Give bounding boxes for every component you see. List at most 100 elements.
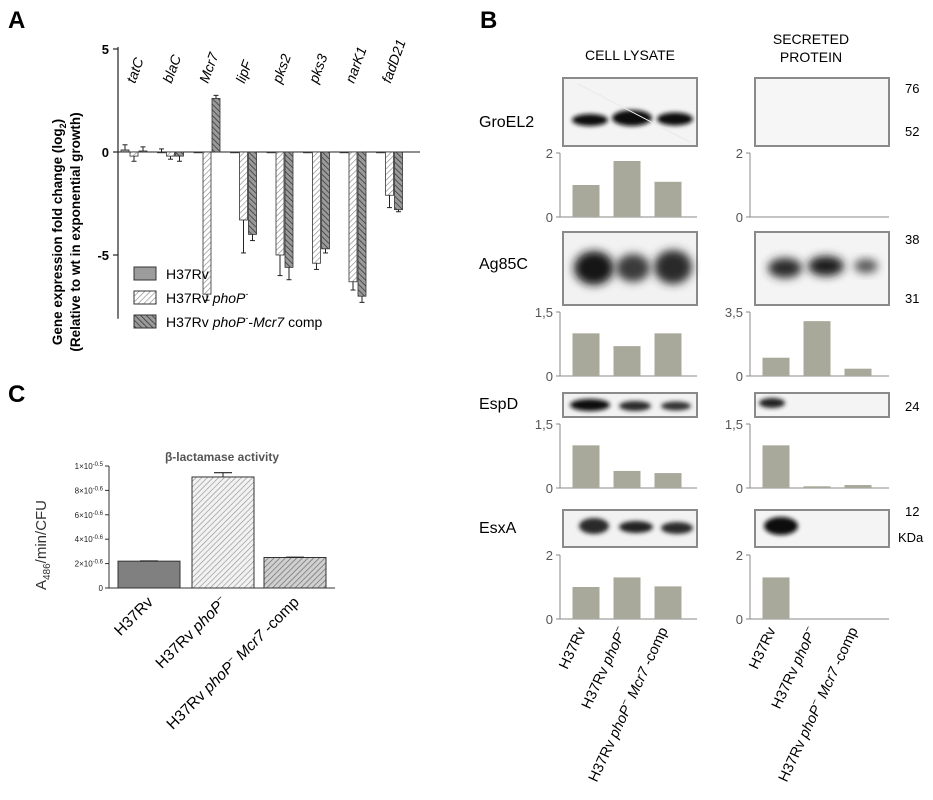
quant-ytick-label: 0 — [736, 369, 743, 384]
quant-ytick-label: 0 — [546, 210, 553, 225]
panel-b-x-label: H37Rv phoP− Mcr7 -comp — [584, 624, 672, 784]
blot-esxa-secreted — [754, 509, 890, 548]
quant-ytick-label: 0 — [546, 369, 553, 384]
legend-label-h37rv: H37Rv — [166, 266, 209, 282]
quant-bar — [572, 587, 600, 619]
panel-c-x-label: H37Rv phoP− — [152, 593, 231, 672]
quant-bar — [572, 185, 600, 217]
quant-ytick-label: 2 — [546, 548, 553, 563]
panel-a-category-label: fadD21 — [378, 37, 408, 85]
panel-a-bar — [120, 149, 130, 153]
panel-c-ytick-label: 2×10-0.6 — [75, 560, 104, 569]
panel-a-bar — [157, 151, 166, 154]
legend-label-comp: H37Rv phoP--Mcr7 comp — [166, 313, 323, 330]
quant-bar — [613, 577, 641, 619]
protein-label-esxa: EsxA — [479, 520, 517, 537]
panel-a-bar — [248, 151, 257, 235]
legend-swatch-comp — [133, 314, 157, 329]
quant-ytick-label: 1,5 — [535, 417, 553, 432]
quant-bar — [654, 333, 682, 376]
panel-a-bar — [284, 151, 294, 268]
blot-groel2-secreted — [754, 77, 890, 147]
legend-label-phop: H37Rv phoP- — [166, 289, 248, 306]
panel-a-bar — [166, 151, 175, 157]
quant-bar — [613, 470, 641, 488]
panel-c-ytick-label: 0 — [99, 584, 104, 593]
protein-label-espd: EspD — [479, 396, 518, 413]
panel-a-bar — [275, 151, 285, 256]
panel-letter-a: A — [8, 7, 25, 34]
quant-bar — [803, 321, 831, 376]
quant-ytick-label: 2 — [736, 548, 743, 563]
panel-a-chart: 5 0 -5 tatC blaC Mcr7 lipF pks2 pks3 narK1 fadD21… — [50, 37, 420, 352]
panel-a-bar — [321, 151, 330, 250]
marker-52: 52 — [905, 124, 919, 139]
blot-espd-cell-lysate — [562, 392, 698, 418]
panel-b-x-label: H37Rv — [746, 624, 780, 672]
quant-bar — [762, 577, 790, 619]
panel-c-bar — [263, 557, 327, 589]
panel-letter-b: B — [480, 7, 497, 34]
panel-a-bar — [175, 151, 184, 157]
panel-a-category-label: blaC — [159, 52, 184, 85]
quant-ytick-label: 3,5 — [725, 305, 743, 320]
panel-a-ytick-label: -5 — [97, 248, 109, 263]
panel-c-x-label: H37Rv — [111, 594, 157, 640]
panel-a-bar — [230, 151, 239, 154]
marker-38: 38 — [905, 232, 919, 247]
quant-bar — [654, 181, 682, 217]
panel-letter-c: C — [8, 381, 25, 408]
quant-bar — [613, 161, 641, 217]
panel-c-bar — [117, 560, 181, 589]
panel-a-category-label: pks2 — [268, 52, 294, 86]
panel-a-bar — [193, 151, 203, 154]
panel-a-ylabel-line2: (Relative to wt in exponential growth) — [68, 112, 83, 351]
marker-12: 12 — [905, 504, 919, 519]
panel-a-category-label: tatC — [123, 55, 147, 85]
quant-ytick-label: 0 — [736, 612, 743, 627]
protein-label-ag85c: Ag85C — [479, 256, 528, 273]
panel-a-bar — [138, 150, 148, 153]
marker-kda: KDa — [898, 530, 924, 545]
secreted-title-line2: PROTEIN — [780, 49, 842, 65]
panel-c-bar — [191, 476, 255, 589]
panel-c-ylabel: A486/min/CFU — [33, 500, 53, 590]
panel-a-bar — [266, 151, 276, 154]
panel-a-category-label: pks3 — [305, 52, 331, 86]
panel-a-bar — [348, 151, 358, 283]
panel-b-x-label: H37Rv — [556, 624, 590, 672]
blot-espd-secreted — [754, 392, 890, 418]
protein-label-groel2: GroEL2 — [479, 114, 534, 131]
quant-ytick-label: 2 — [546, 146, 553, 161]
panel-a-bar — [312, 151, 321, 264]
quant-bar — [572, 333, 600, 376]
quant-bar — [572, 445, 600, 488]
cell-lysate-title: CELL LYSATE — [585, 47, 675, 63]
panel-a-category-label: lipF — [232, 57, 255, 85]
marker-24: 24 — [905, 399, 919, 414]
panel-a-legend: H37Rv H37Rv phoP- H37Rv phoP--Mcr7 comp — [133, 266, 323, 330]
panel-a-bar — [339, 151, 349, 154]
panel-c-title: β-lactamase activity — [165, 450, 279, 464]
quant-ytick-label: 0 — [736, 481, 743, 496]
panel-a-bar — [303, 151, 312, 154]
panel-c-chart: β-lactamase activity A486/min/CFU 0 2×10-… — [33, 450, 335, 733]
quant-ytick-label: 0 — [546, 481, 553, 496]
secreted-title-line1: SECRETED — [773, 31, 849, 47]
quant-bar — [654, 586, 682, 619]
panel-c-ytick-label: 4×10-0.6 — [75, 535, 104, 544]
panel-b-figure: CELL LYSATE SECRETED PROTEIN GroEL2 Ag85… — [479, 31, 924, 785]
panel-c-ytick-label: 8×10-0.6 — [75, 486, 104, 495]
panel-c-ytick-label: 6×10-0.6 — [75, 511, 104, 520]
panel-a-bar — [211, 98, 221, 153]
panel-a-bar — [394, 151, 403, 211]
panel-c-x-label: H37Rv phoP− Mcr7 -comp — [163, 593, 303, 733]
legend-swatch-phop — [133, 290, 157, 305]
quant-ytick-label: 1,5 — [725, 417, 743, 432]
legend-swatch-h37rv — [133, 266, 157, 281]
quant-bar — [844, 485, 872, 488]
panel-c-ytick-label: 1×10-0.5 — [75, 462, 104, 471]
quant-ytick-label: 2 — [736, 146, 743, 161]
panel-a-category-label: Mcr7 — [196, 49, 222, 85]
quant-bar — [613, 346, 641, 376]
